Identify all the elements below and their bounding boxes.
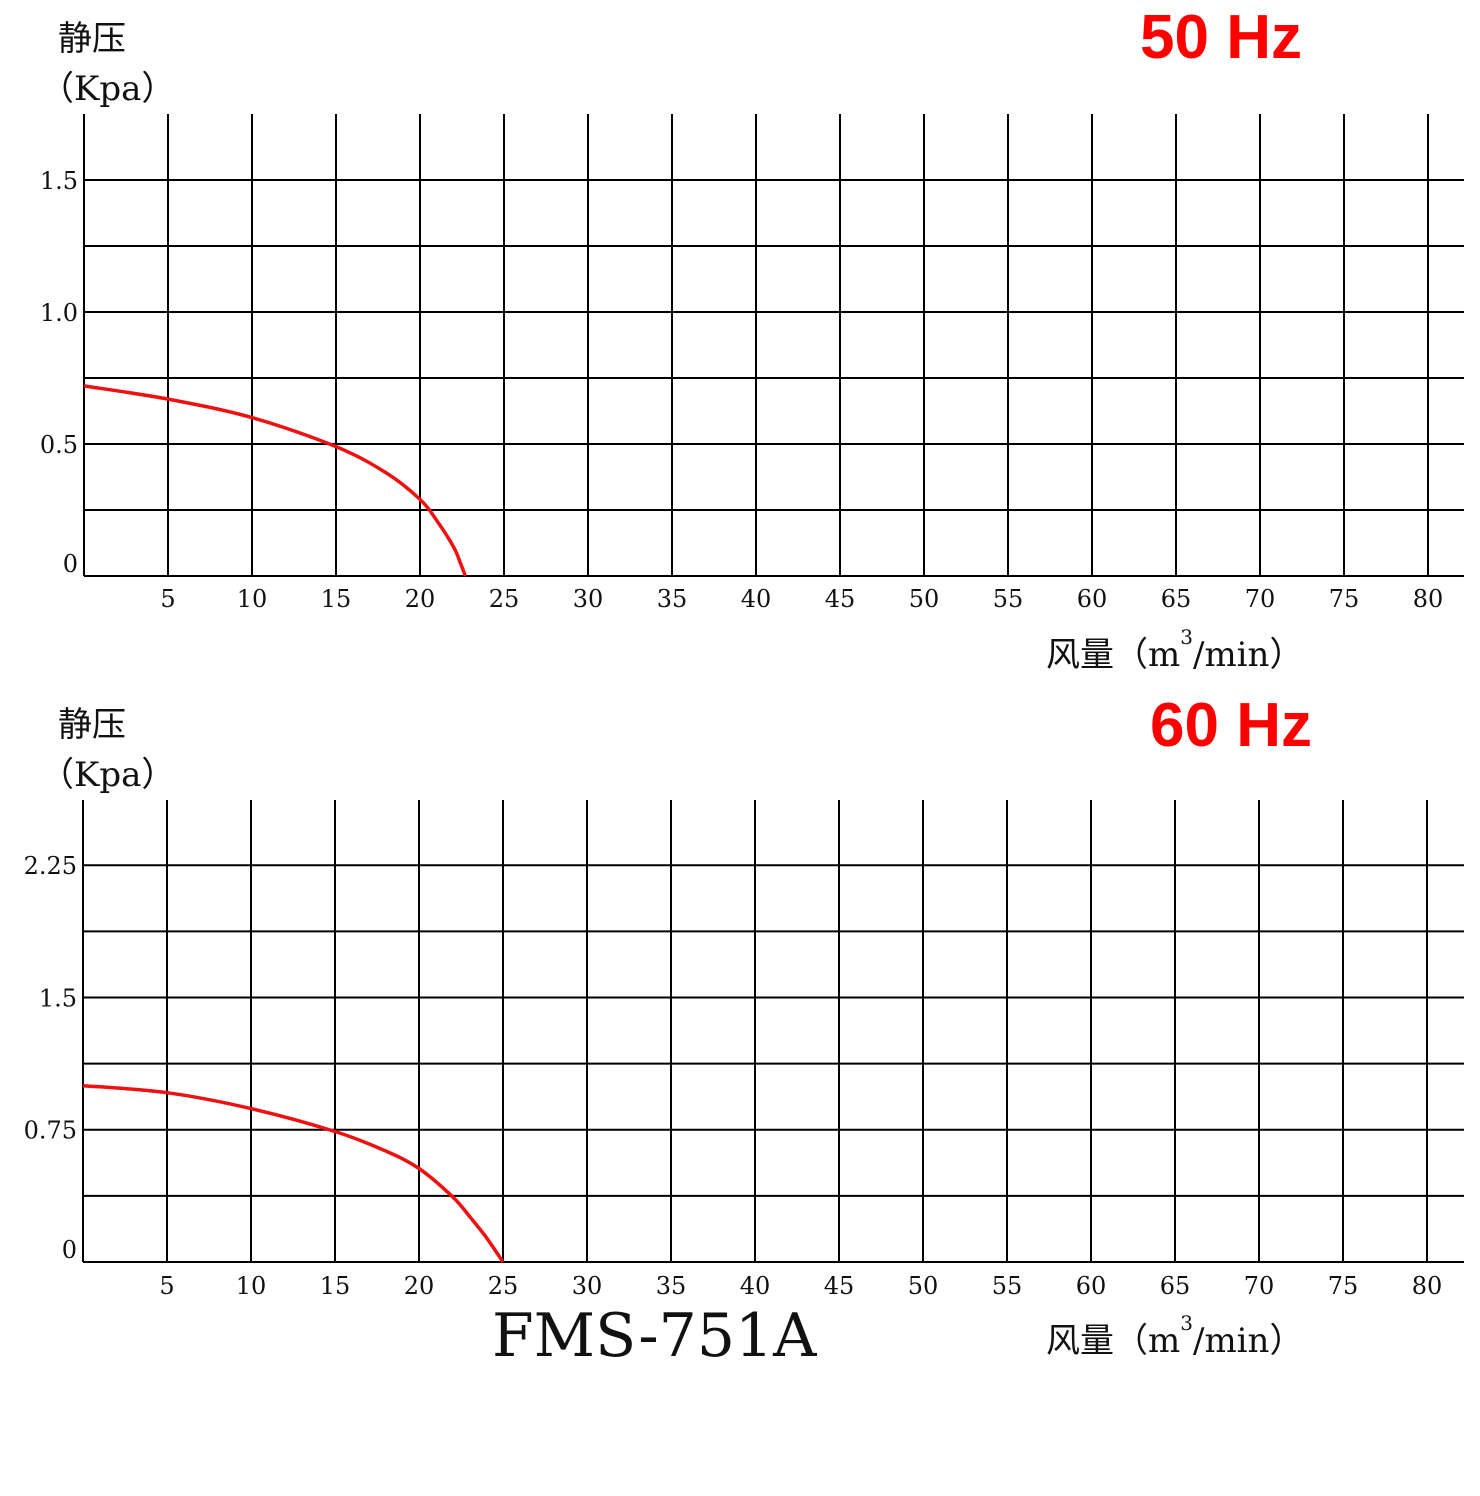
xlabel-tail: /min） — [1193, 1321, 1303, 1361]
grid — [82, 800, 1464, 1263]
x-tick-label: 70 — [1245, 585, 1276, 613]
xlabel: 风量（m3/min） — [1046, 625, 1303, 675]
grid — [83, 114, 1464, 577]
x-tick-label: 35 — [656, 1272, 687, 1300]
xlabel-tail: /min） — [1193, 635, 1303, 675]
y-tick-label: 1.5 — [39, 984, 77, 1012]
x-tick-label: 40 — [740, 1272, 771, 1300]
series-layer — [82, 1083, 505, 1263]
series-line — [83, 384, 468, 577]
x-tick-label: 35 — [657, 585, 688, 613]
xlabel-main: 风量（m — [1046, 1321, 1180, 1361]
x-tick-label: 50 — [909, 585, 940, 613]
x-tick-label: 70 — [1244, 1272, 1275, 1300]
x-tick-label: 80 — [1413, 585, 1444, 613]
x-tick-label: 45 — [824, 1272, 855, 1300]
y-tick-label: 0.5 — [40, 431, 78, 459]
x-tick-label: 55 — [993, 585, 1024, 613]
x-tick-label: 5 — [160, 585, 175, 613]
x-tick-label: 50 — [908, 1272, 939, 1300]
x-tick-label: 15 — [321, 585, 352, 613]
y-tick-label: 0.75 — [24, 1117, 77, 1145]
model-label: FMS-751A — [492, 1301, 817, 1371]
xlabel: 风量（m3/min） — [1046, 1311, 1303, 1361]
tick-labels: 5 10 15 20 25 30 35 40 45 50 55 60 65 70 75 80 0 0.75 1.5 2… — [24, 852, 1443, 1300]
series-layer — [83, 384, 468, 577]
x-tick-label: 5 — [159, 1272, 174, 1300]
x-tick-label: 30 — [573, 585, 604, 613]
tick-labels: 5 10 15 20 25 30 35 40 45 50 55 60 65 70 75 80 0 0.5 1.0 1.… — [40, 167, 1443, 613]
x-tick-label: 10 — [236, 1272, 267, 1300]
y-tick-label: 1.0 — [40, 299, 78, 327]
ylabel-line2: （Kpa） — [40, 755, 175, 795]
x-tick-label: 40 — [741, 585, 772, 613]
y-tick-label: 0 — [63, 550, 78, 578]
x-tick-label: 25 — [488, 1272, 519, 1300]
y-tick-label: 0 — [62, 1236, 77, 1264]
x-tick-label: 75 — [1328, 1272, 1359, 1300]
y-tick-label: 1.5 — [40, 167, 78, 195]
x-tick-label: 10 — [237, 585, 268, 613]
xlabel-main: 风量（m — [1046, 635, 1180, 675]
ylabel-line1: 静压 — [58, 19, 126, 59]
series-line — [82, 1083, 505, 1263]
x-tick-label: 30 — [572, 1272, 603, 1300]
x-tick-label: 60 — [1077, 585, 1108, 613]
x-tick-label: 75 — [1329, 585, 1360, 613]
x-tick-label: 15 — [320, 1272, 351, 1300]
ylabel-line1: 静压 — [58, 705, 126, 745]
chart-50hz: 静压 （Kpa） 50 Hz 5 10 15 20 25 30 35 40 45 50 55 60 65… — [40, 3, 1464, 675]
x-tick-label: 60 — [1076, 1272, 1107, 1300]
x-tick-label: 20 — [404, 1272, 435, 1300]
x-tick-label: 20 — [405, 585, 436, 613]
chart-title: 50 Hz — [1140, 3, 1302, 72]
chart-60hz: 静压 （Kpa） 60 Hz 5 10 15 20 25 30 35 40 45 50 55 60 65… — [24, 691, 1464, 1361]
x-tick-label: 45 — [825, 585, 856, 613]
xlabel-sup: 3 — [1180, 1311, 1193, 1335]
x-tick-label: 25 — [489, 585, 520, 613]
x-tick-label: 65 — [1161, 585, 1192, 613]
x-tick-label: 55 — [992, 1272, 1023, 1300]
x-tick-label: 65 — [1160, 1272, 1191, 1300]
xlabel-sup: 3 — [1180, 625, 1193, 649]
x-tick-label: 80 — [1412, 1272, 1443, 1300]
chart-title: 60 Hz — [1150, 691, 1312, 760]
y-tick-label: 2.25 — [24, 852, 77, 880]
ylabel-line2: （Kpa） — [40, 69, 175, 109]
